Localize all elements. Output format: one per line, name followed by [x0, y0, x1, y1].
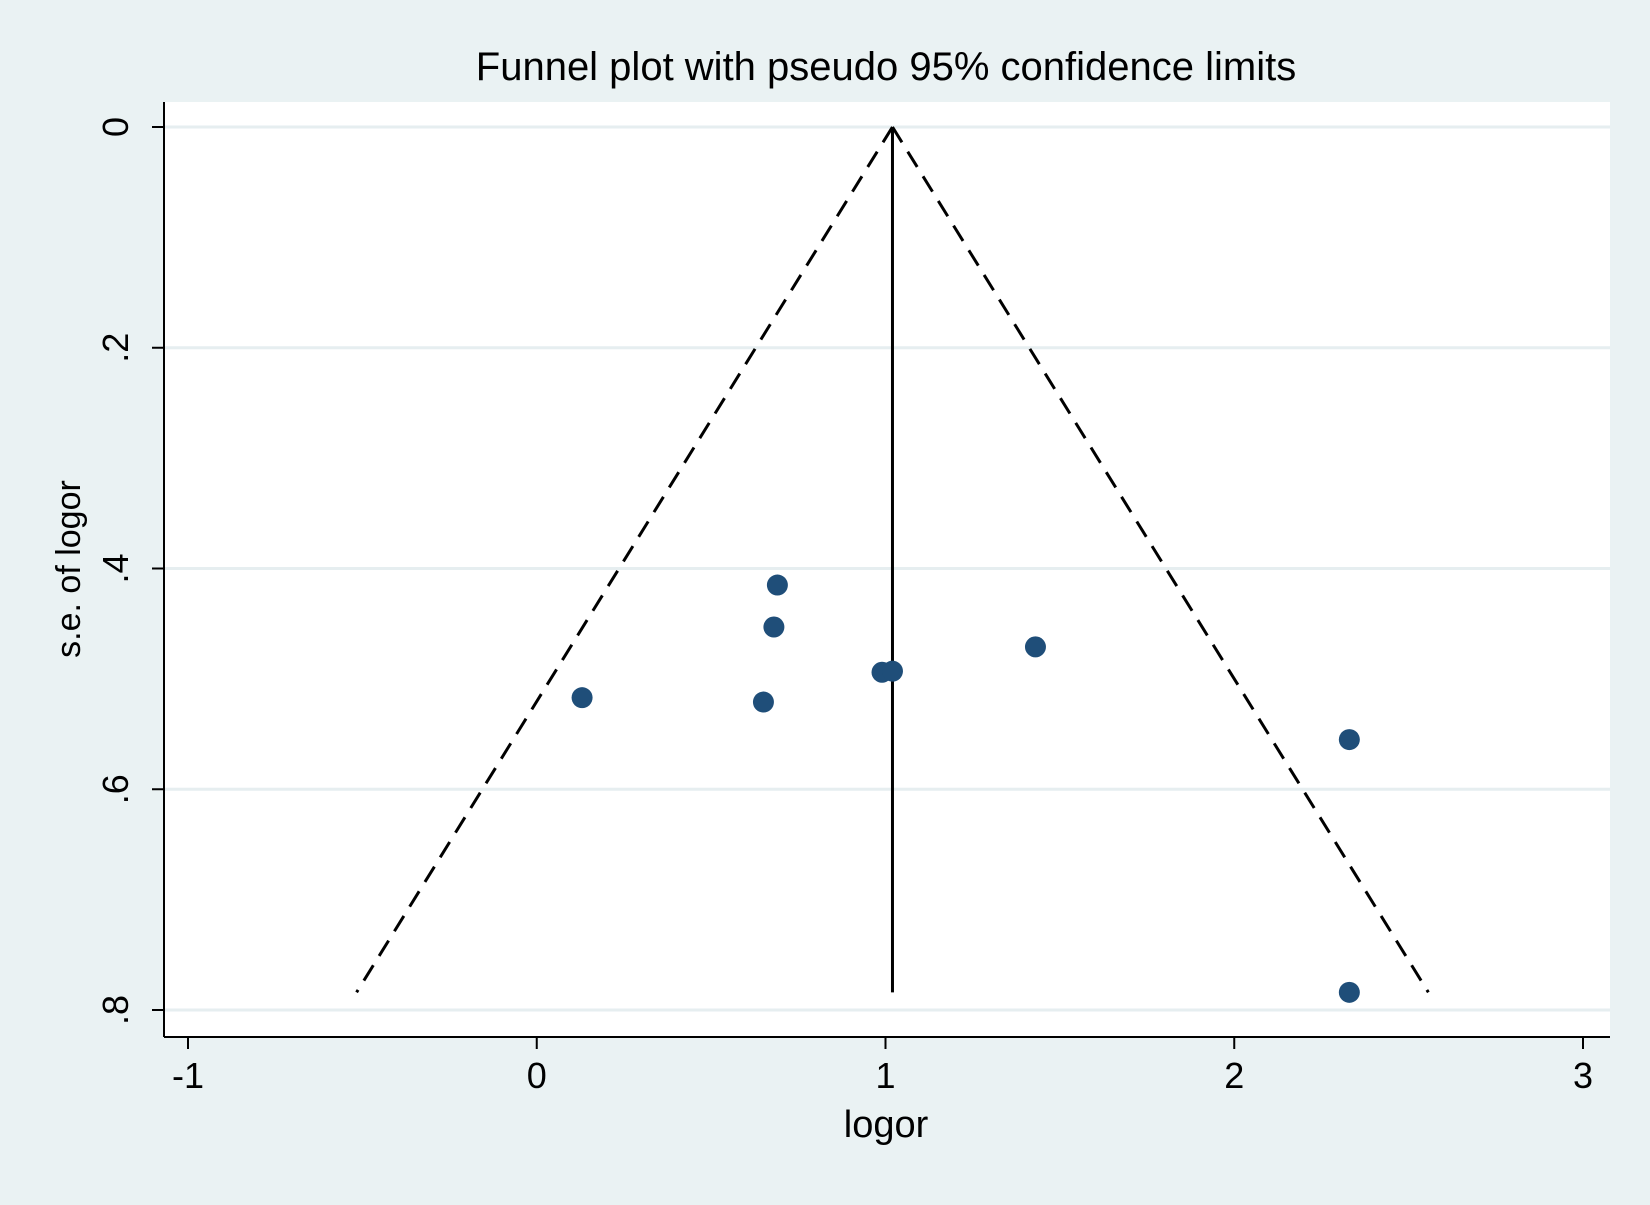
x-tick-label: 2: [1224, 1055, 1244, 1096]
data-point: [766, 574, 788, 596]
data-point: [752, 691, 774, 713]
data-point: [1338, 981, 1360, 1003]
x-tick-label: -1: [172, 1055, 204, 1096]
lower-confidence-limit: [355, 126, 894, 994]
data-point: [571, 687, 593, 709]
gridlines: [164, 125, 1610, 1012]
x-tick-label: 3: [1573, 1055, 1593, 1096]
axes: -1 0 1 2 3 0 .2 .4 .6 .8: [95, 102, 1610, 1096]
y-tick-label: .4: [95, 553, 136, 583]
y-tick-label: 0: [95, 117, 136, 137]
x-tick-label: 1: [875, 1055, 895, 1096]
y-tick-label: .6: [95, 774, 136, 804]
funnel-lines: [355, 126, 1430, 994]
data-point: [1024, 636, 1046, 658]
chart-title: Funnel plot with pseudo 95% confidence l…: [476, 45, 1296, 89]
y-tick-label: .8: [95, 995, 136, 1025]
x-tick-label: 0: [527, 1055, 547, 1096]
x-axis-label: logor: [844, 1104, 929, 1146]
data-point: [1338, 729, 1360, 751]
y-axis-label: s.e. of logor: [50, 480, 88, 658]
y-tick-label: .2: [95, 333, 136, 363]
data-point: [763, 616, 785, 638]
data-point: [881, 660, 903, 682]
data-points: [571, 574, 1360, 1003]
upper-confidence-limit: [891, 126, 1430, 994]
